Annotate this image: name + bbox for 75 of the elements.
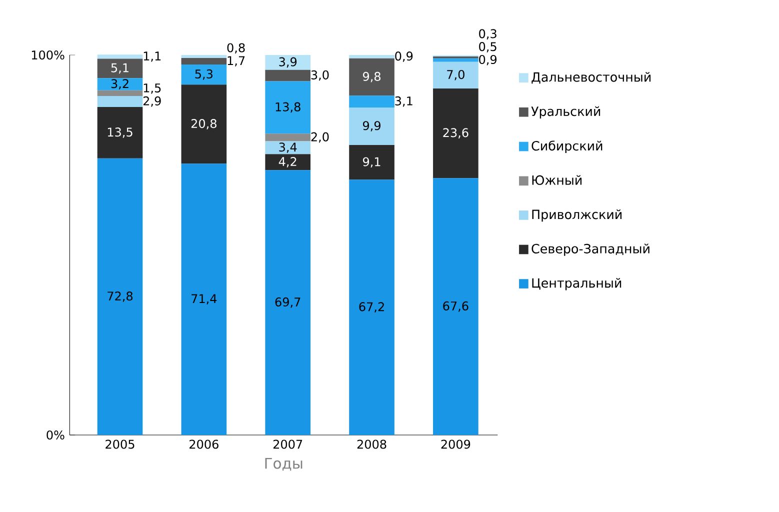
bar <box>181 64 227 85</box>
bar <box>181 58 227 64</box>
x-tick-label: 2008 <box>357 440 386 449</box>
data-label: 0,5 <box>479 42 496 52</box>
bar <box>265 81 311 134</box>
bar <box>97 107 143 158</box>
bar <box>97 54 143 59</box>
data-label: 3,0 <box>311 70 329 81</box>
bar <box>433 178 478 435</box>
data-label: 13,8 <box>276 102 300 113</box>
data-label: 71,4 <box>192 294 217 304</box>
data-label: 2,0 <box>311 132 329 143</box>
bar <box>433 88 478 178</box>
bar <box>265 154 311 170</box>
bar <box>97 158 143 435</box>
bar <box>349 58 394 96</box>
x-tick-label: 2007 <box>273 440 302 449</box>
y-tick-label: 0% <box>46 430 64 440</box>
data-label: 9,9 <box>362 121 380 132</box>
data-label: 3,2 <box>111 79 128 90</box>
bar <box>97 58 143 78</box>
legend-label: Уральский <box>531 106 600 119</box>
data-label: 1,7 <box>228 56 245 66</box>
legend-label: Приволжский <box>532 209 622 222</box>
bar <box>265 70 311 82</box>
legend-label: Северо-Западный <box>532 244 650 256</box>
data-label: 72,8 <box>108 292 133 302</box>
data-label: 20,8 <box>191 119 216 130</box>
bar <box>181 55 227 58</box>
data-label: 0,3 <box>479 29 496 40</box>
legend-label: Сибирский <box>532 140 602 154</box>
data-label: 67,6 <box>443 301 468 312</box>
x-tick-label: 2006 <box>190 440 218 449</box>
x-axis-title: Годы <box>265 458 302 471</box>
bar <box>349 145 394 180</box>
bar <box>265 141 311 154</box>
data-label: 67,2 <box>359 302 384 312</box>
legend-label: Южный <box>532 175 582 185</box>
data-label: 9,1 <box>362 157 380 168</box>
bar <box>349 180 394 435</box>
bar <box>97 90 143 96</box>
data-label: 69,7 <box>275 297 300 308</box>
data-label: 1,1 <box>144 52 161 62</box>
data-label: 5,3 <box>195 69 212 80</box>
data-label: 0,9 <box>479 54 497 66</box>
data-label: 4,2 <box>278 157 296 168</box>
bar <box>181 84 227 164</box>
bar <box>265 55 311 70</box>
data-label: 0,9 <box>395 52 413 62</box>
data-label: 2,9 <box>143 96 161 107</box>
data-label: 23,6 <box>443 128 468 138</box>
bar <box>349 96 394 108</box>
data-label: 9,8 <box>362 72 380 82</box>
data-label: 3,9 <box>279 57 297 68</box>
bar <box>349 55 394 58</box>
data-label: 7,0 <box>447 70 464 80</box>
legend-label: Центральный <box>532 278 622 290</box>
x-tick-label: 2009 <box>441 440 470 449</box>
data-label: 0,8 <box>227 43 245 54</box>
x-tick-label: 2005 <box>106 440 134 449</box>
y-tick-label: 100% <box>32 50 64 60</box>
data-label: 3,1 <box>395 96 412 107</box>
bar <box>181 164 227 435</box>
bar <box>349 107 394 146</box>
data-label: 1,5 <box>144 84 161 94</box>
data-label: 13,5 <box>108 128 132 138</box>
legend-label: Дальневосточный <box>532 72 650 84</box>
bar <box>97 96 143 108</box>
data-label: 3,4 <box>279 142 297 153</box>
data-label: 5,1 <box>111 63 128 74</box>
bar <box>265 134 311 142</box>
bar <box>265 170 311 435</box>
bar <box>433 58 478 62</box>
bar <box>97 78 143 90</box>
bar <box>433 62 478 88</box>
